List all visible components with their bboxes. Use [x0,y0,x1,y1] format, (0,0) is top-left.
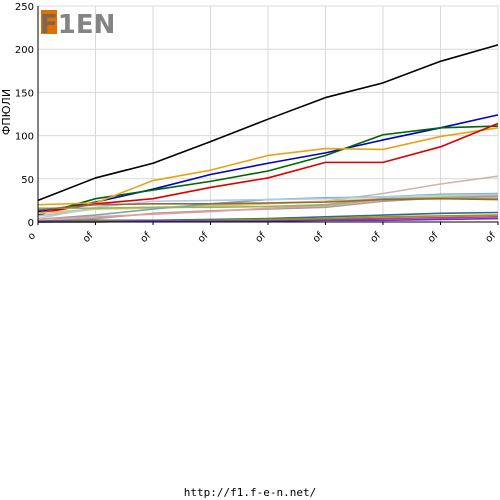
x-tick-label: of [81,230,96,245]
logo-text: F1EN [40,10,115,40]
y-tick-label: 100 [15,132,34,143]
x-tick-label: of [426,230,441,245]
y-tick-label: 0 [28,218,34,229]
y-tick-label: 50 [21,175,34,186]
series-line-10 [37,193,499,220]
series-line-13 [37,211,499,222]
x-tick-label: of [139,230,154,245]
x-tick-label: of [196,230,211,245]
x-tick-label: of [484,230,499,245]
logo: F1EN [40,10,115,40]
x-tick-label: of [311,230,326,245]
y-axis-label: ФПЮЛИ [0,89,13,135]
series-line-17 [37,197,499,211]
series-line-4 [37,127,499,206]
y-tick-label: 250 [15,2,34,13]
series-line-5 [37,122,499,215]
y-tick-label: 200 [15,45,34,56]
axes [37,6,499,225]
series-line-2 [37,114,499,213]
x-tick-label: o [26,230,38,242]
series-line-1 [37,44,499,202]
y-tick-label: 150 [15,88,34,99]
footer-url[interactable]: http://f1.f-e-n.net/ [183,486,317,499]
logo-mark [41,10,57,34]
series-line-12 [38,197,499,209]
x-tick-label: of [369,230,384,245]
x-tick-label: of [254,230,269,245]
series-lines [37,44,499,223]
